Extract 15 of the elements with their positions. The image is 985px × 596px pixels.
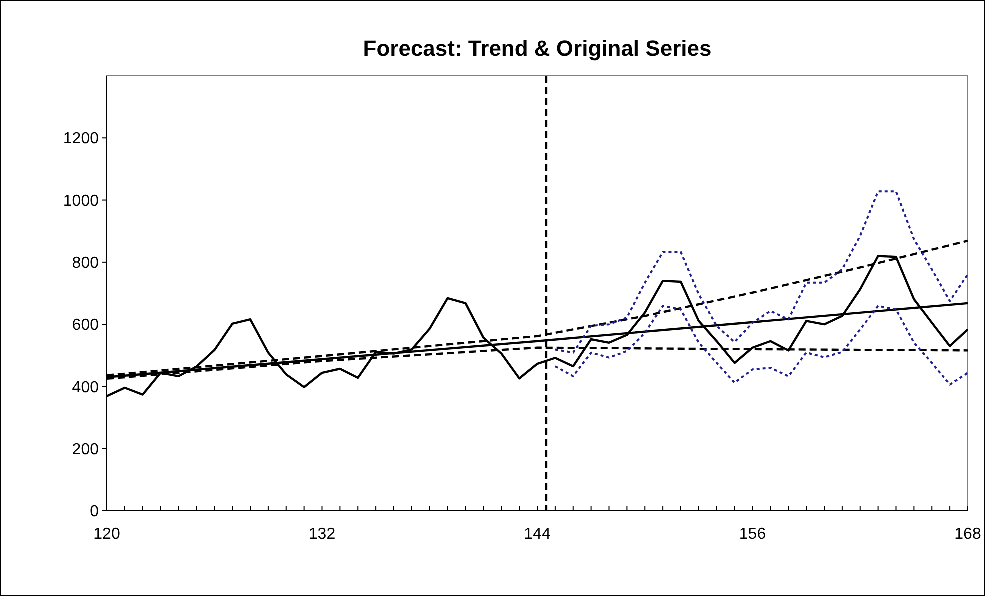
y-tick-label: 200 (72, 441, 100, 458)
x-tick-label: 156 (739, 526, 766, 543)
y-tick-label: 1200 (63, 130, 100, 148)
x-tick-label: 120 (94, 526, 120, 543)
y-tick-label: 1000 (63, 192, 100, 210)
y-tick-label: 0 (90, 504, 100, 521)
y-tick-label: 600 (72, 317, 100, 334)
x-tick-label: 144 (524, 526, 551, 543)
y-tick-label: 800 (72, 255, 100, 272)
line-series (554, 190, 969, 354)
x-tick-label: 168 (954, 526, 982, 543)
chart-title: Forecast: Trend & Original Series (363, 36, 712, 61)
x-tick-label: 132 (308, 526, 336, 543)
line-series (554, 305, 969, 386)
y-tick-label: 400 (72, 379, 100, 396)
